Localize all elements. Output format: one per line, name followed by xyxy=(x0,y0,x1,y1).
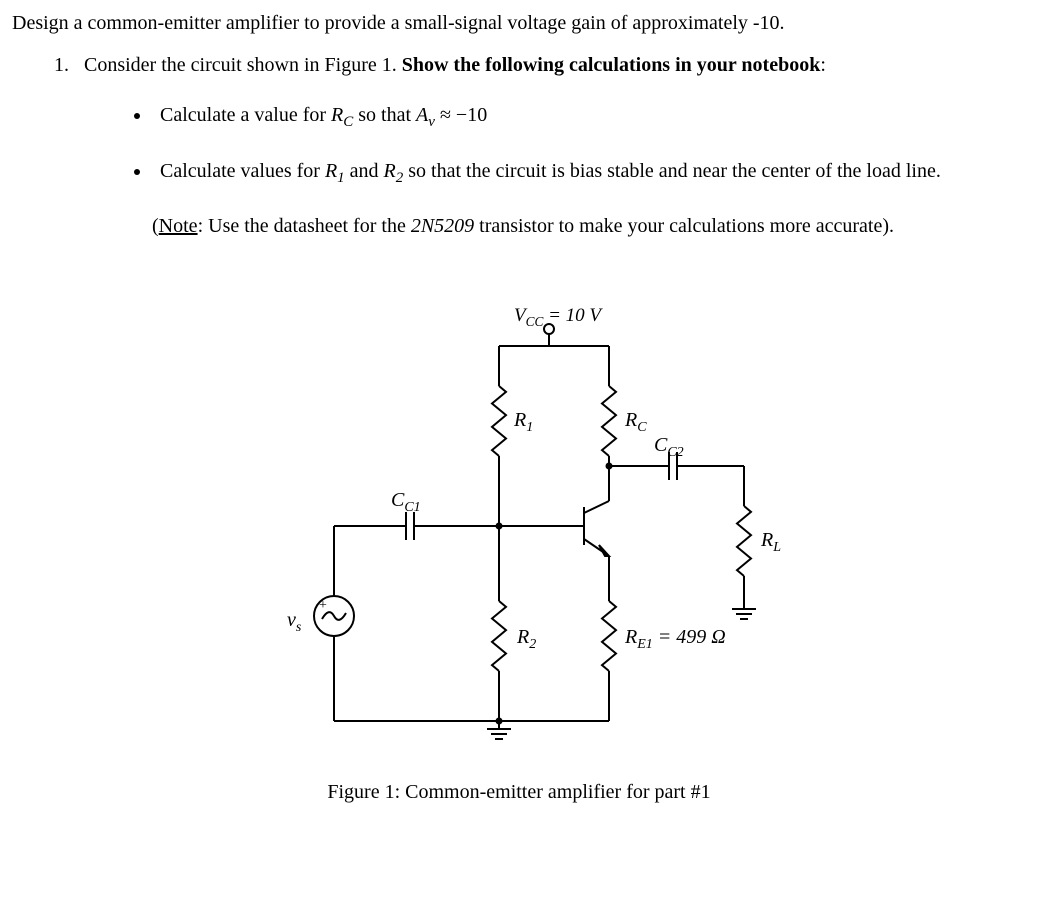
svg-text:RL: RL xyxy=(760,529,781,555)
note-part: 2N5209 xyxy=(411,215,474,237)
b1-rc-C: C xyxy=(343,114,353,130)
numbered-list: Consider the circuit shown in Figure 1. … xyxy=(12,50,1026,80)
svg-text:R2: R2 xyxy=(516,626,536,652)
svg-text:CC2: CC2 xyxy=(654,434,684,460)
note-a: : Use the datasheet for the xyxy=(198,215,411,237)
b1-av-v: v xyxy=(428,114,435,130)
b1-rc-R: R xyxy=(331,104,343,126)
bullet-1: Calculate a value for RC so that Av ≈ −1… xyxy=(152,100,1026,134)
b2-a: Calculate values for xyxy=(160,160,325,182)
b1-c: ≈ −10 xyxy=(435,104,487,126)
b2-r1-R: R xyxy=(325,160,337,182)
note-text: (Note: Use the datasheet for the 2N5209 … xyxy=(152,211,1026,241)
b1-b: so that xyxy=(353,104,416,126)
b2-b: and xyxy=(345,160,384,182)
svg-text:+: + xyxy=(319,598,327,613)
svg-text:VCC = 10 V: VCC = 10 V xyxy=(514,305,603,329)
note-b: transistor to make your calculations mor… xyxy=(474,215,894,237)
intro-text: Design a common-emitter amplifier to pro… xyxy=(12,8,1026,38)
b1-a: Calculate a value for xyxy=(160,104,331,126)
svg-text:RE1 = 499 Ω: RE1 = 499 Ω xyxy=(624,626,726,652)
b2-c: so that the circuit is bias stable and n… xyxy=(403,160,941,182)
svg-text:R1: R1 xyxy=(513,409,533,435)
item1-suffix: : xyxy=(820,54,826,76)
list-item-1: Consider the circuit shown in Figure 1. … xyxy=(74,50,1026,80)
item1-bold: Show the following calculations in your … xyxy=(402,54,821,76)
b2-r1-1: 1 xyxy=(337,170,345,186)
svg-text:CC1: CC1 xyxy=(391,489,421,515)
figure-container: + VCC = 10 V R1 RC CC1 CC2 R2 RE1 = 499 Ω RL vs F… xyxy=(12,291,1026,804)
b1-av-A: A xyxy=(416,104,428,126)
bullet-2: Calculate values for R1 and R2 so that t… xyxy=(152,156,1026,190)
svg-text:RC: RC xyxy=(624,409,647,435)
circuit-diagram: + VCC = 10 V R1 RC CC1 CC2 R2 RE1 = 499 Ω RL vs xyxy=(239,291,799,761)
item1-prefix: Consider the circuit shown in Figure 1. xyxy=(84,54,402,76)
note-label: Note xyxy=(159,215,198,237)
figure-caption: Figure 1: Common-emitter amplifier for p… xyxy=(12,781,1026,804)
svg-text:vs: vs xyxy=(287,609,302,635)
b2-r2-R: R xyxy=(384,160,396,182)
bullet-list: Calculate a value for RC so that Av ≈ −1… xyxy=(12,100,1026,189)
note-open: ( xyxy=(152,215,159,237)
